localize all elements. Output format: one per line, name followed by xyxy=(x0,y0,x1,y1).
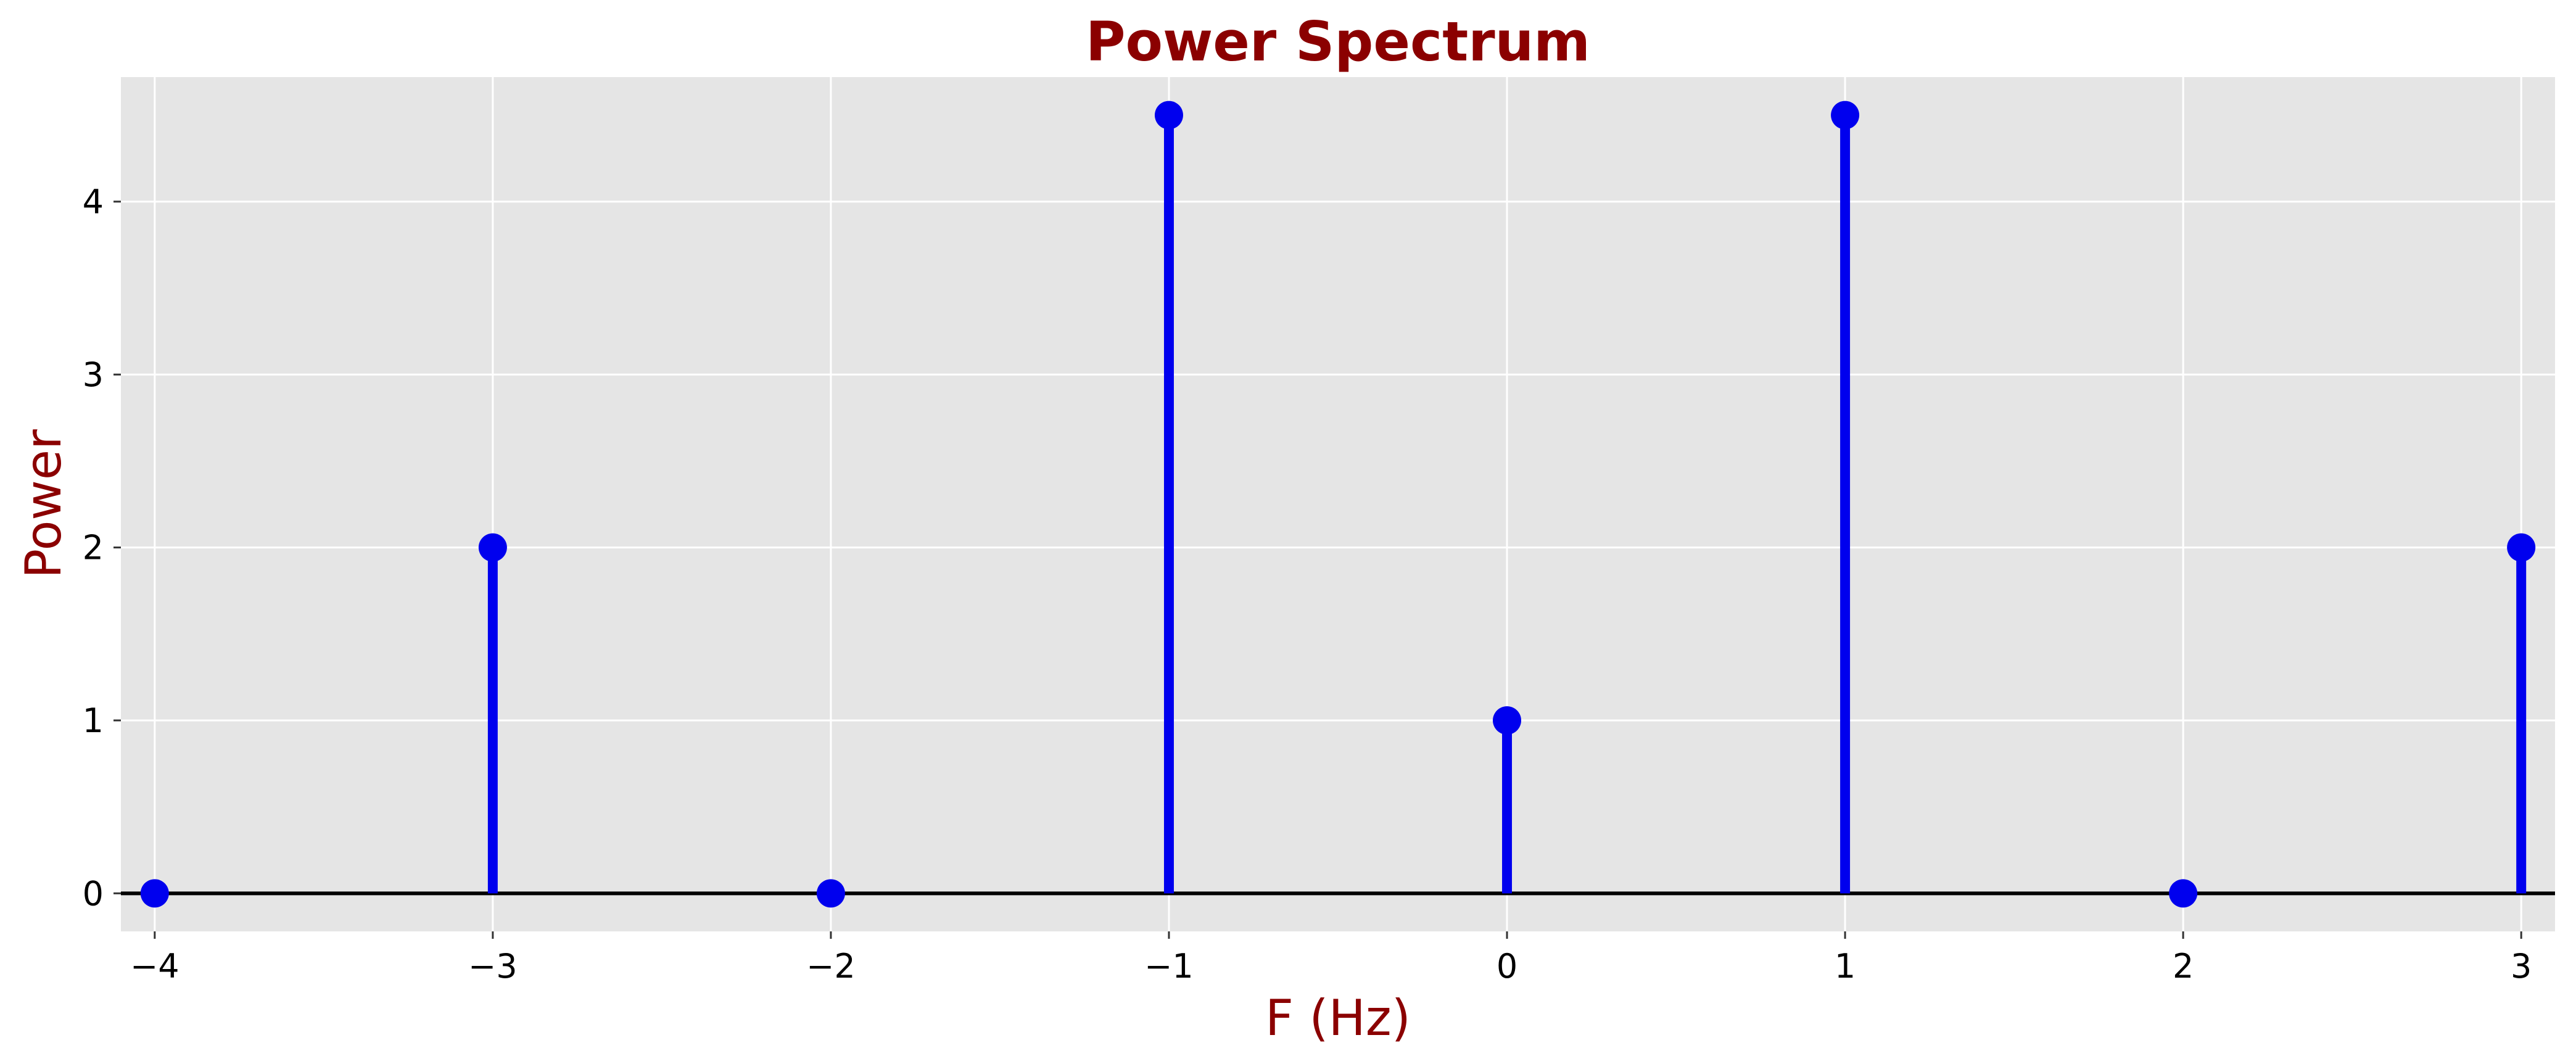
stems xyxy=(487,115,2527,894)
stem-marker xyxy=(478,533,507,562)
stem-marker xyxy=(1831,101,1860,130)
plot-background xyxy=(121,77,2555,931)
y-tick-label: 0 xyxy=(83,874,104,913)
stem-marker xyxy=(816,879,845,908)
chart-title: Power Spectrum xyxy=(1086,10,1590,73)
y-tick-label: 1 xyxy=(83,701,104,740)
stem-marker xyxy=(140,879,169,908)
x-tick-label: −2 xyxy=(806,947,856,986)
y-tick-label: 3 xyxy=(83,355,104,394)
y-tick-label: 4 xyxy=(83,183,104,221)
stem-marker xyxy=(2169,879,2198,908)
y-tick-label: 2 xyxy=(83,529,104,567)
y-ticks: 0 1 2 3 4 xyxy=(83,183,121,913)
x-tick-label: 3 xyxy=(2511,947,2532,986)
markers xyxy=(140,101,2536,908)
x-tick-label: 2 xyxy=(2173,947,2194,986)
x-tick-label: −1 xyxy=(1144,947,1194,986)
x-tick-label: −4 xyxy=(130,947,180,986)
x-tick-label: 1 xyxy=(1835,947,1856,986)
x-tick-label: 0 xyxy=(1496,947,1517,986)
stem-marker xyxy=(1493,706,1522,735)
x-ticks: −4 −3 −2 −1 0 1 2 3 xyxy=(130,931,2532,986)
stem-marker xyxy=(2507,533,2536,562)
x-tick-label: −3 xyxy=(468,947,518,986)
x-axis-label: F (Hz) xyxy=(1265,989,1411,1047)
y-axis-label: Power xyxy=(15,429,72,579)
stem-marker xyxy=(1154,101,1183,130)
